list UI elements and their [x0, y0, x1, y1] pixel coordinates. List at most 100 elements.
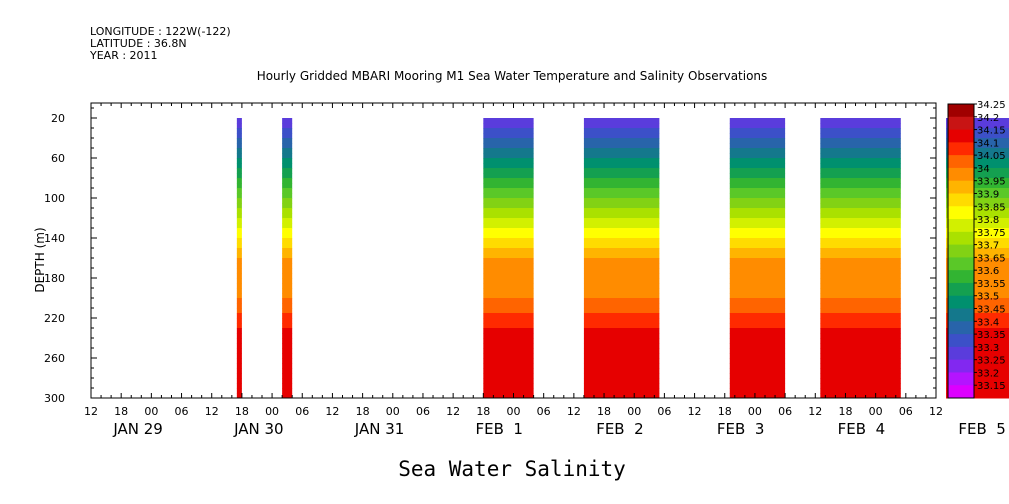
salinity-cell	[236, 328, 242, 334]
salinity-cell	[946, 378, 1009, 384]
salinity-cell	[729, 363, 786, 369]
salinity-cell	[236, 373, 242, 379]
salinity-cell	[583, 258, 660, 264]
salinity-cell	[820, 373, 901, 379]
x-hour-label: 06	[537, 405, 551, 418]
colorbar-swatch	[948, 193, 974, 207]
salinity-cell	[820, 128, 901, 134]
salinity-cell	[820, 383, 901, 389]
salinity-cell	[583, 133, 660, 139]
salinity-cell	[946, 233, 1009, 239]
salinity-cell	[236, 298, 242, 304]
salinity-cell	[820, 363, 901, 369]
salinity-cell	[282, 258, 293, 264]
colorbar-label: 33.2	[977, 368, 999, 379]
salinity-cell	[282, 158, 293, 164]
salinity-cell	[282, 238, 293, 244]
salinity-cell	[236, 353, 242, 359]
salinity-cell	[282, 243, 293, 249]
salinity-cell	[282, 168, 293, 174]
salinity-cell	[282, 198, 293, 204]
salinity-cell	[282, 273, 293, 279]
y-axis-label: DEPTH (m)	[33, 227, 47, 292]
salinity-cell	[820, 138, 901, 144]
salinity-cell	[282, 378, 293, 384]
salinity-cell	[729, 323, 786, 329]
colorbar-swatch	[948, 282, 974, 297]
salinity-cell	[820, 368, 901, 374]
salinity-cell	[282, 288, 293, 294]
salinity-cell	[483, 143, 534, 149]
salinity-cell	[729, 143, 786, 149]
salinity-cell	[820, 348, 901, 354]
salinity-cell	[583, 163, 660, 169]
salinity-cell	[729, 353, 786, 359]
salinity-cell	[583, 338, 660, 344]
salinity-cell	[236, 368, 242, 374]
salinity-cell	[820, 293, 901, 299]
salinity-cell	[729, 233, 786, 239]
salinity-cell	[236, 203, 242, 209]
x-hour-label: 06	[657, 405, 671, 418]
salinity-cell	[583, 323, 660, 329]
salinity-cell	[282, 338, 293, 344]
salinity-cell	[729, 248, 786, 254]
salinity-cell	[236, 223, 242, 229]
salinity-cell	[820, 288, 901, 294]
data-segment	[946, 118, 1009, 399]
salinity-cell	[236, 183, 242, 189]
salinity-cell	[946, 203, 1009, 209]
x-hour-label: 18	[235, 405, 249, 418]
salinity-cell	[820, 378, 901, 384]
salinity-cell	[820, 143, 901, 149]
salinity-cell	[483, 198, 534, 204]
salinity-cell	[583, 233, 660, 239]
salinity-cell	[583, 393, 660, 399]
salinity-cell	[583, 308, 660, 314]
salinity-cell	[946, 183, 1009, 189]
salinity-cell	[282, 393, 293, 399]
salinity-cell	[483, 228, 534, 234]
x-hour-label: 00	[748, 405, 762, 418]
salinity-cell	[729, 203, 786, 209]
x-hour-label: 12	[325, 405, 339, 418]
salinity-cell	[236, 218, 242, 224]
salinity-cell	[583, 268, 660, 274]
salinity-cell	[820, 193, 901, 199]
salinity-cell	[820, 268, 901, 274]
salinity-cell	[820, 163, 901, 169]
salinity-cell	[583, 243, 660, 249]
data-segment	[583, 118, 660, 399]
salinity-cell	[729, 118, 786, 124]
salinity-cell	[946, 218, 1009, 224]
salinity-cell	[820, 203, 901, 209]
y-tick-label: 220	[44, 312, 65, 325]
salinity-cell	[820, 168, 901, 174]
salinity-cell	[946, 293, 1009, 299]
salinity-cell	[820, 333, 901, 339]
salinity-cell	[946, 393, 1009, 399]
y-tick-label: 20	[51, 112, 65, 125]
salinity-cell	[820, 393, 901, 399]
salinity-cell	[820, 343, 901, 349]
salinity-cell	[236, 343, 242, 349]
salinity-cell	[946, 273, 1009, 279]
salinity-cell	[820, 238, 901, 244]
x-hour-label: 18	[476, 405, 490, 418]
salinity-cell	[483, 208, 534, 214]
salinity-cell	[483, 173, 534, 179]
salinity-cell	[583, 253, 660, 259]
salinity-cell	[946, 118, 1009, 124]
salinity-cell	[583, 218, 660, 224]
salinity-cell	[583, 138, 660, 144]
salinity-cell	[236, 268, 242, 274]
salinity-cell	[729, 133, 786, 139]
colorbar-label: 34.25	[977, 100, 1006, 111]
salinity-cell	[820, 188, 901, 194]
salinity-cell	[946, 128, 1009, 134]
salinity-cell	[236, 338, 242, 344]
x-day-label: FEB 2	[596, 420, 643, 438]
salinity-cell	[820, 158, 901, 164]
salinity-cell	[820, 358, 901, 364]
salinity-cell	[483, 138, 534, 144]
